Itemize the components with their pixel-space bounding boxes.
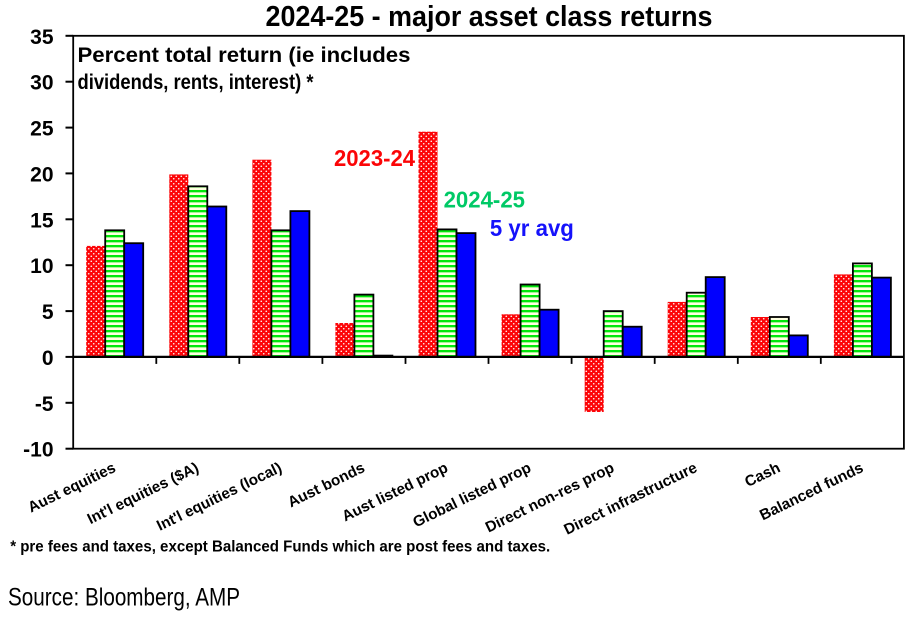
svg-text:30: 30 <box>30 72 53 95</box>
svg-text:25: 25 <box>30 118 54 141</box>
svg-text:15: 15 <box>30 209 54 232</box>
svg-text:* pre fees and taxes, except B: * pre fees and taxes, except Balanced Fu… <box>10 539 550 556</box>
svg-text:0: 0 <box>42 347 54 370</box>
svg-text:10: 10 <box>30 255 53 278</box>
svg-text:5: 5 <box>42 301 54 324</box>
svg-text:20: 20 <box>30 163 53 186</box>
svg-text:dividends, rents, interest) *: dividends, rents, interest) * <box>78 71 315 94</box>
svg-text:2024-25 - major asset class re: 2024-25 - major asset class returns <box>266 1 713 33</box>
svg-text:35: 35 <box>30 26 54 49</box>
svg-text:5 yr avg: 5 yr avg <box>490 215 574 241</box>
svg-text:Source: Bloomberg, AMP: Source: Bloomberg, AMP <box>8 584 240 612</box>
svg-text:Percent total return (ie inclu: Percent total return (ie includes <box>78 44 411 67</box>
svg-text:2024-25: 2024-25 <box>444 187 526 213</box>
svg-text:-5: -5 <box>35 393 54 416</box>
svg-text:-10: -10 <box>23 439 53 462</box>
svg-text:2023-24: 2023-24 <box>334 145 415 171</box>
